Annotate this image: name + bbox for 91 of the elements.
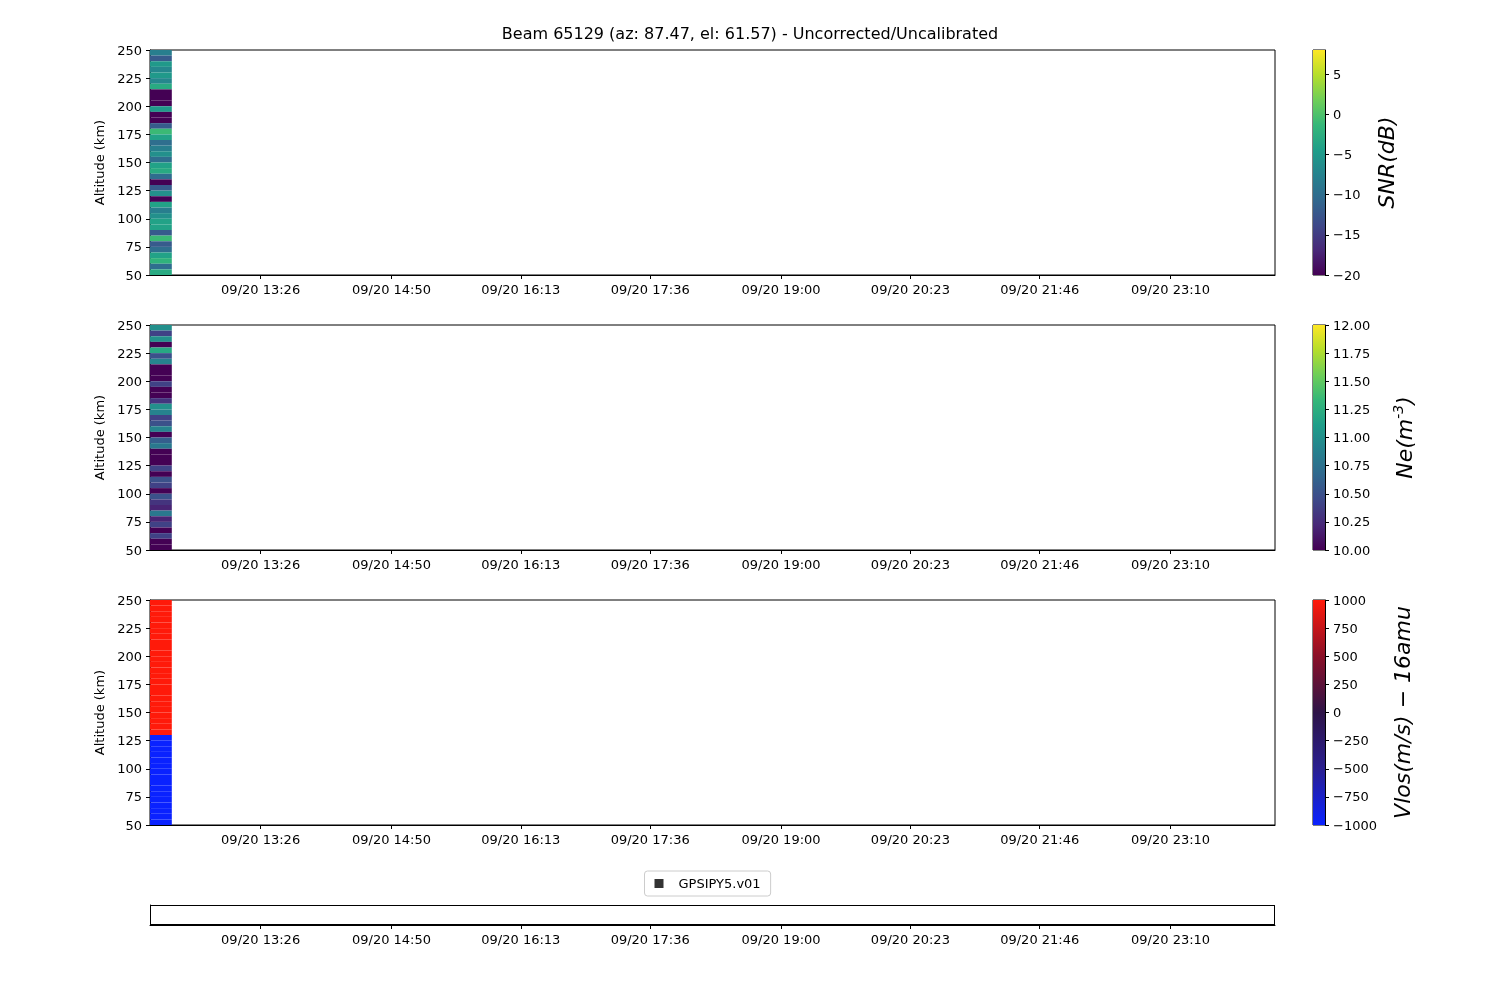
- y-axis-title: Altitude (km): [92, 119, 108, 206]
- y-tick-label: 250: [117, 42, 142, 58]
- y-tick-label: 100: [117, 761, 142, 777]
- chart-title: Beam 65129 (az: 87.47, el: 61.57) - Uncorrected/Uncalibrated: [501, 23, 999, 43]
- color-bar-title: Ne(m-3): [1390, 396, 1417, 479]
- text: 09/20 19:00: [741, 932, 821, 947]
- color-bar-title: Vlos(m/s) − 16amu: [1389, 606, 1415, 819]
- x-tick-label: 09/20 23:10: [1131, 282, 1211, 297]
- color-bar-label: −15: [1333, 227, 1361, 243]
- x-tick-label: 09/20 20:23: [870, 832, 950, 847]
- color-bar-label: 11.50: [1333, 373, 1371, 389]
- y-tick-label: 225: [117, 70, 142, 86]
- y-tick-label: 175: [117, 401, 142, 417]
- y-axis-title: Altitude (km): [92, 669, 108, 756]
- color-bar-label: −5: [1333, 146, 1353, 162]
- y-tick-label: 150: [117, 705, 142, 720]
- legend-label: GPSIPY5.v01: [678, 876, 761, 891]
- x-tick-label: 09/20 19:00: [741, 557, 821, 572]
- text: 09/20 20:23: [870, 932, 950, 947]
- y-tick-label: 250: [117, 592, 142, 608]
- y-axis-title: Altitude (km): [92, 394, 108, 481]
- color-bar-label: −20: [1333, 267, 1361, 283]
- color-bar-label: 500: [1333, 648, 1358, 664]
- x-tick-label: 09/20 23:10: [1131, 557, 1211, 572]
- color-bar-label: 10.75: [1333, 458, 1371, 474]
- color-bar-label: 10.25: [1333, 514, 1371, 530]
- x-tick-label: 09/20 14:50: [351, 832, 432, 847]
- y-tick-label: 75: [125, 514, 142, 530]
- color-bar-label: 750: [1333, 620, 1358, 636]
- color-bar-label: 0: [1333, 106, 1342, 122]
- text: 09/20 13:26: [221, 932, 301, 947]
- color-bar-label: 10.50: [1333, 486, 1371, 502]
- color-bar-label: 11.00: [1333, 430, 1371, 445]
- y-tick-label: 125: [117, 733, 142, 749]
- y-tick-label: 175: [117, 676, 142, 692]
- x-tick-label: 09/20 21:46: [1000, 557, 1080, 572]
- color-bar-label: 250: [1333, 676, 1358, 692]
- x-tick-label: 09/20 13:26: [221, 557, 301, 572]
- color-bar-label: −250: [1333, 733, 1369, 749]
- x-tick-label: 09/20 16:13: [481, 557, 561, 572]
- y-tick-label: 50: [125, 817, 142, 833]
- y-tick-label: 225: [117, 345, 142, 361]
- x-tick-label: 09/20 20:23: [870, 282, 950, 297]
- y-tick-label: 75: [125, 789, 142, 805]
- x-tick-label: 09/20 17:36: [610, 557, 690, 572]
- x-tick-label: 09/20 17:36: [610, 282, 690, 297]
- x-tick-label: 09/20 16:13: [481, 832, 561, 847]
- x-tick-label: 09/20 14:50: [351, 557, 432, 572]
- text: 09/20 21:46: [1000, 932, 1080, 947]
- x-tick-label: 09/20 21:46: [1000, 282, 1080, 297]
- color-bar-label: 1000: [1333, 592, 1367, 608]
- x-tick-label: 09/20 19:00: [741, 282, 821, 297]
- x-tick-label: 09/20 20:23: [870, 557, 950, 572]
- color-bar-label: 5: [1333, 66, 1342, 82]
- y-tick-label: 150: [117, 430, 142, 445]
- color-bar-label: −500: [1333, 761, 1369, 777]
- y-tick-label: 125: [117, 458, 142, 474]
- y-tick-label: 50: [125, 542, 142, 558]
- color-bar-label: 11.75: [1333, 345, 1371, 361]
- x-tick-label: 09/20 21:46: [1000, 832, 1080, 847]
- y-tick-label: 200: [117, 373, 142, 389]
- y-tick-label: 50: [125, 267, 142, 283]
- text: 09/20 14:50: [351, 932, 432, 947]
- text: 09/20 23:10: [1131, 932, 1211, 947]
- y-tick-label: 225: [117, 620, 142, 636]
- color-bar-label: 10.00: [1333, 542, 1371, 558]
- text: 09/20 17:36: [610, 932, 690, 947]
- x-tick-label: 09/20 19:00: [741, 832, 821, 847]
- y-tick-label: 175: [117, 126, 142, 142]
- y-tick-label: 200: [117, 98, 142, 114]
- x-tick-label: 09/20 17:36: [610, 832, 690, 847]
- color-bar-title: SNR(dB): [1373, 116, 1399, 209]
- x-tick-label: 09/20 14:50: [351, 282, 432, 297]
- x-tick-label: 09/20 23:10: [1131, 832, 1211, 847]
- color-bar-label: −750: [1333, 789, 1369, 805]
- y-tick-label: 75: [125, 239, 142, 255]
- y-tick-label: 250: [117, 317, 142, 333]
- color-bar-label: −1000: [1333, 817, 1377, 833]
- color-bar-label: 11.25: [1333, 401, 1371, 417]
- text: 09/20 16:13: [481, 932, 561, 947]
- y-tick-label: 100: [117, 211, 142, 227]
- x-tick-label: 09/20 13:26: [221, 282, 301, 297]
- color-bar-label: 12.00: [1333, 317, 1371, 333]
- y-tick-label: 100: [117, 486, 142, 502]
- color-bar-label: 0: [1333, 705, 1342, 720]
- color-bar-label: −10: [1333, 187, 1361, 203]
- x-tick-label: 09/20 16:13: [481, 282, 561, 297]
- y-tick-label: 150: [117, 155, 142, 170]
- x-tick-label: 09/20 13:26: [221, 832, 301, 847]
- y-tick-label: 125: [117, 183, 142, 199]
- y-tick-label: 200: [117, 648, 142, 664]
